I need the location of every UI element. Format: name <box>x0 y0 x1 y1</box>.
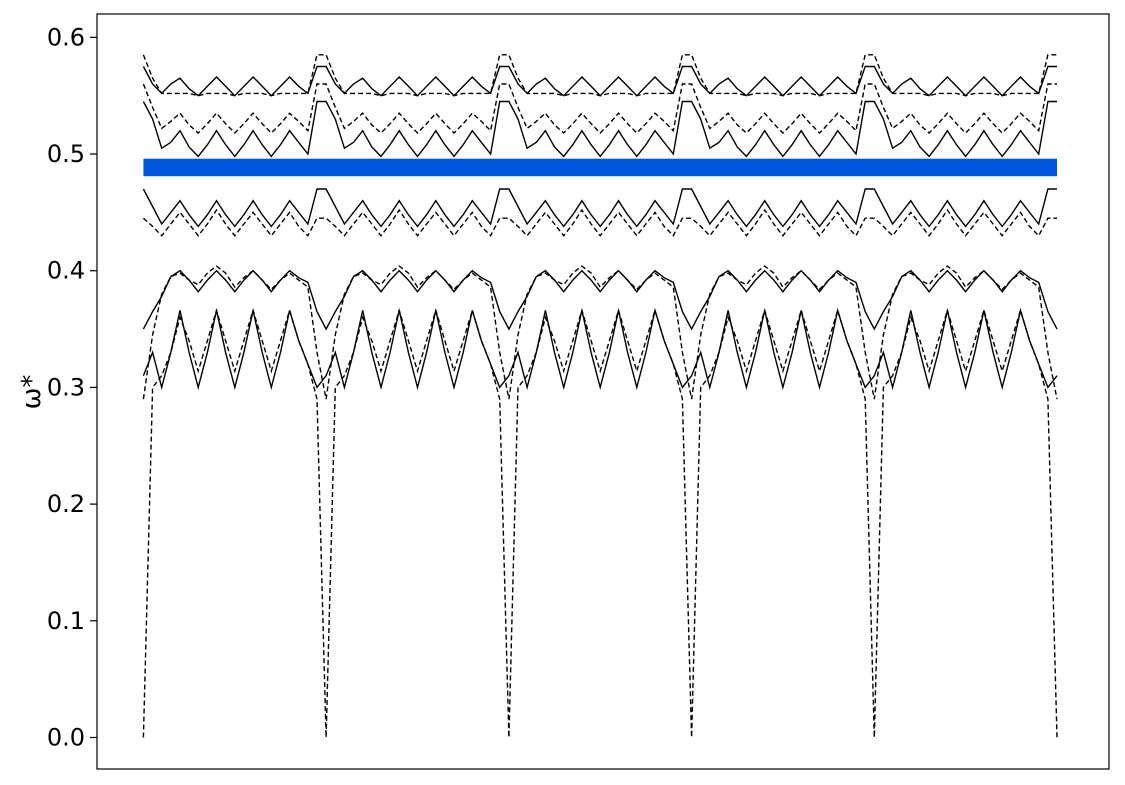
series-line-4 <box>142 265 1058 400</box>
series-line-8 <box>142 83 1057 135</box>
series-layer <box>142 54 1058 738</box>
series-line-7 <box>142 100 1057 158</box>
y-axis-label: ω* <box>17 375 47 410</box>
band-gap-layer <box>143 158 1058 177</box>
y-axis-ticks: 0.0 0.1 0.2 0.3 0.4 0.5 0.6 <box>47 23 97 751</box>
y-tick-label: 0.5 <box>47 140 85 168</box>
series-line-10 <box>142 54 1057 97</box>
y-tick-label: 0.6 <box>47 23 85 51</box>
y-tick-label: 0.0 <box>47 723 85 751</box>
y-tick-label: 0.4 <box>47 257 85 285</box>
series-line-6 <box>142 208 1057 237</box>
band-gap-bar <box>143 158 1058 177</box>
y-tick-label: 0.2 <box>47 490 85 518</box>
series-line-2 <box>142 307 1058 391</box>
series-line-1 <box>142 307 1058 738</box>
series-line-5 <box>142 188 1057 228</box>
y-tick-label: 0.3 <box>47 373 85 401</box>
y-tick-label: 0.1 <box>47 607 85 635</box>
plot-area <box>96 13 1110 770</box>
series-line-3 <box>142 269 1058 331</box>
